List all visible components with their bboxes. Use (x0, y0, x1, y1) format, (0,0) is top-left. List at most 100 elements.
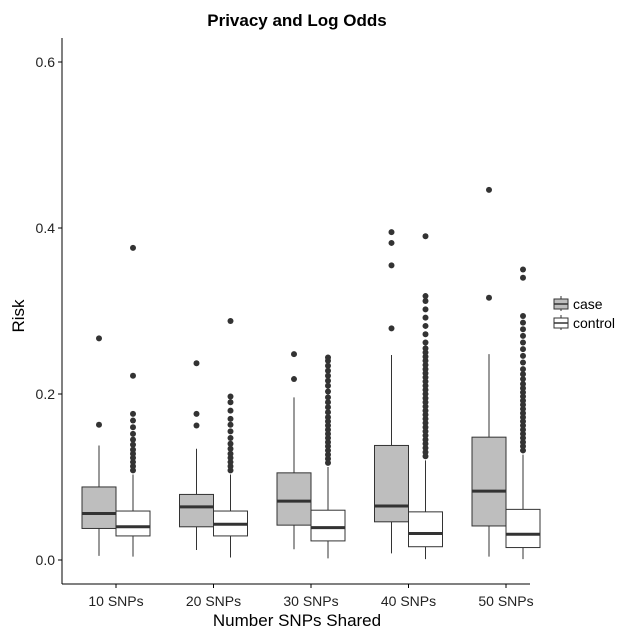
outlier-point (96, 421, 102, 428)
outlier-point (130, 441, 136, 448)
outlier-point (130, 450, 136, 457)
outlier-point (520, 359, 526, 366)
outlier-point (325, 426, 331, 433)
outlier-point (325, 377, 331, 384)
outlier-point (388, 239, 395, 246)
y-tick-label: 0.4 (36, 220, 56, 236)
outlier-point (486, 294, 492, 301)
outlier-point (422, 293, 429, 300)
outlier-point (520, 434, 526, 441)
outlier-point (520, 418, 526, 425)
outlier-point (325, 451, 331, 458)
outlier-point (388, 262, 395, 269)
box-control-3 (408, 233, 443, 560)
legend-item-control: control (553, 315, 615, 331)
outlier-point (422, 331, 429, 338)
outlier-point (422, 298, 429, 305)
outlier-point (130, 244, 136, 251)
legend-item-case: case (553, 296, 603, 312)
box-body (471, 436, 507, 527)
plot-area (81, 186, 541, 560)
outlier-point (227, 407, 234, 414)
outlier-point (520, 405, 526, 412)
outlier-point (227, 450, 234, 457)
box-body (276, 472, 312, 526)
box-control-4 (505, 266, 541, 560)
x-tick-label: 50 SNPs (478, 593, 533, 609)
outlier-point (291, 351, 297, 358)
outlier-point (325, 422, 331, 429)
outlier-point (520, 447, 526, 454)
box-case-1 (179, 360, 214, 551)
outlier-point (227, 399, 234, 406)
y-axis: 0.0 0.2 0.4 0.6 (36, 38, 63, 584)
outlier-point (520, 371, 526, 378)
outlier-point (486, 186, 492, 193)
outlier-point (227, 421, 234, 428)
outlier-point (422, 444, 429, 451)
outlier-point (193, 422, 200, 429)
outlier-point (130, 436, 136, 443)
legend-label: control (573, 315, 615, 331)
outlier-point (520, 410, 526, 417)
outlier-point (520, 439, 526, 446)
outlier-point (96, 335, 102, 342)
outlier-point (422, 399, 429, 406)
outlier-point (520, 339, 526, 346)
outlier-point (325, 455, 331, 462)
x-axis: 10 SNPs 20 SNPs 30 SNPs 40 SNPs 50 SNPs (62, 583, 534, 609)
box-body (310, 509, 346, 542)
outlier-point (422, 233, 429, 240)
box-body (81, 486, 117, 529)
outlier-point (325, 459, 331, 466)
box-case-3 (374, 229, 409, 554)
outlier-point (520, 385, 526, 392)
outlier-point (422, 432, 429, 439)
outlier-point (227, 317, 234, 324)
outlier-point (422, 322, 429, 329)
outlier-point (325, 372, 331, 379)
outlier-point (388, 325, 395, 332)
outlier-point (422, 353, 429, 360)
box-body (374, 444, 409, 523)
outlier-point (422, 391, 429, 397)
chart-title: Privacy and Log Odds (207, 11, 387, 30)
outlier-point (130, 372, 136, 379)
outlier-point (422, 374, 429, 381)
y-tick-label: 0.2 (36, 386, 56, 402)
outlier-point (130, 454, 136, 461)
outlier-point (520, 443, 526, 450)
outlier-point (520, 274, 526, 281)
y-tick-label: 0.6 (36, 54, 56, 70)
outlier-point (422, 386, 429, 393)
outlier-point (422, 440, 429, 447)
outlier-point (227, 440, 234, 447)
outlier-point (520, 266, 526, 273)
outlier-point (520, 312, 526, 319)
legend-label: case (573, 296, 603, 312)
outlier-point (130, 463, 136, 470)
outlier-point (130, 424, 136, 431)
box-case-0 (81, 335, 117, 556)
outlier-point (422, 361, 429, 368)
outlier-point (520, 319, 526, 326)
outlier-point (422, 378, 429, 385)
outlier-point (325, 354, 331, 361)
x-axis-title: Number SNPs Shared (213, 611, 381, 627)
outlier-point (130, 417, 136, 424)
outlier-point (227, 428, 234, 435)
outlier-point (325, 367, 331, 374)
outlier-point (422, 403, 429, 410)
outlier-point (227, 454, 234, 461)
outlier-point (291, 376, 297, 383)
outlier-point (520, 401, 526, 408)
outlier-point (193, 410, 200, 417)
x-tick-label: 10 SNPs (88, 593, 143, 609)
outlier-point (422, 407, 429, 414)
outlier-point (422, 357, 429, 364)
outlier-point (325, 439, 331, 446)
outlier-point (422, 428, 429, 435)
outlier-point (325, 399, 331, 406)
outlier-point (325, 418, 331, 425)
